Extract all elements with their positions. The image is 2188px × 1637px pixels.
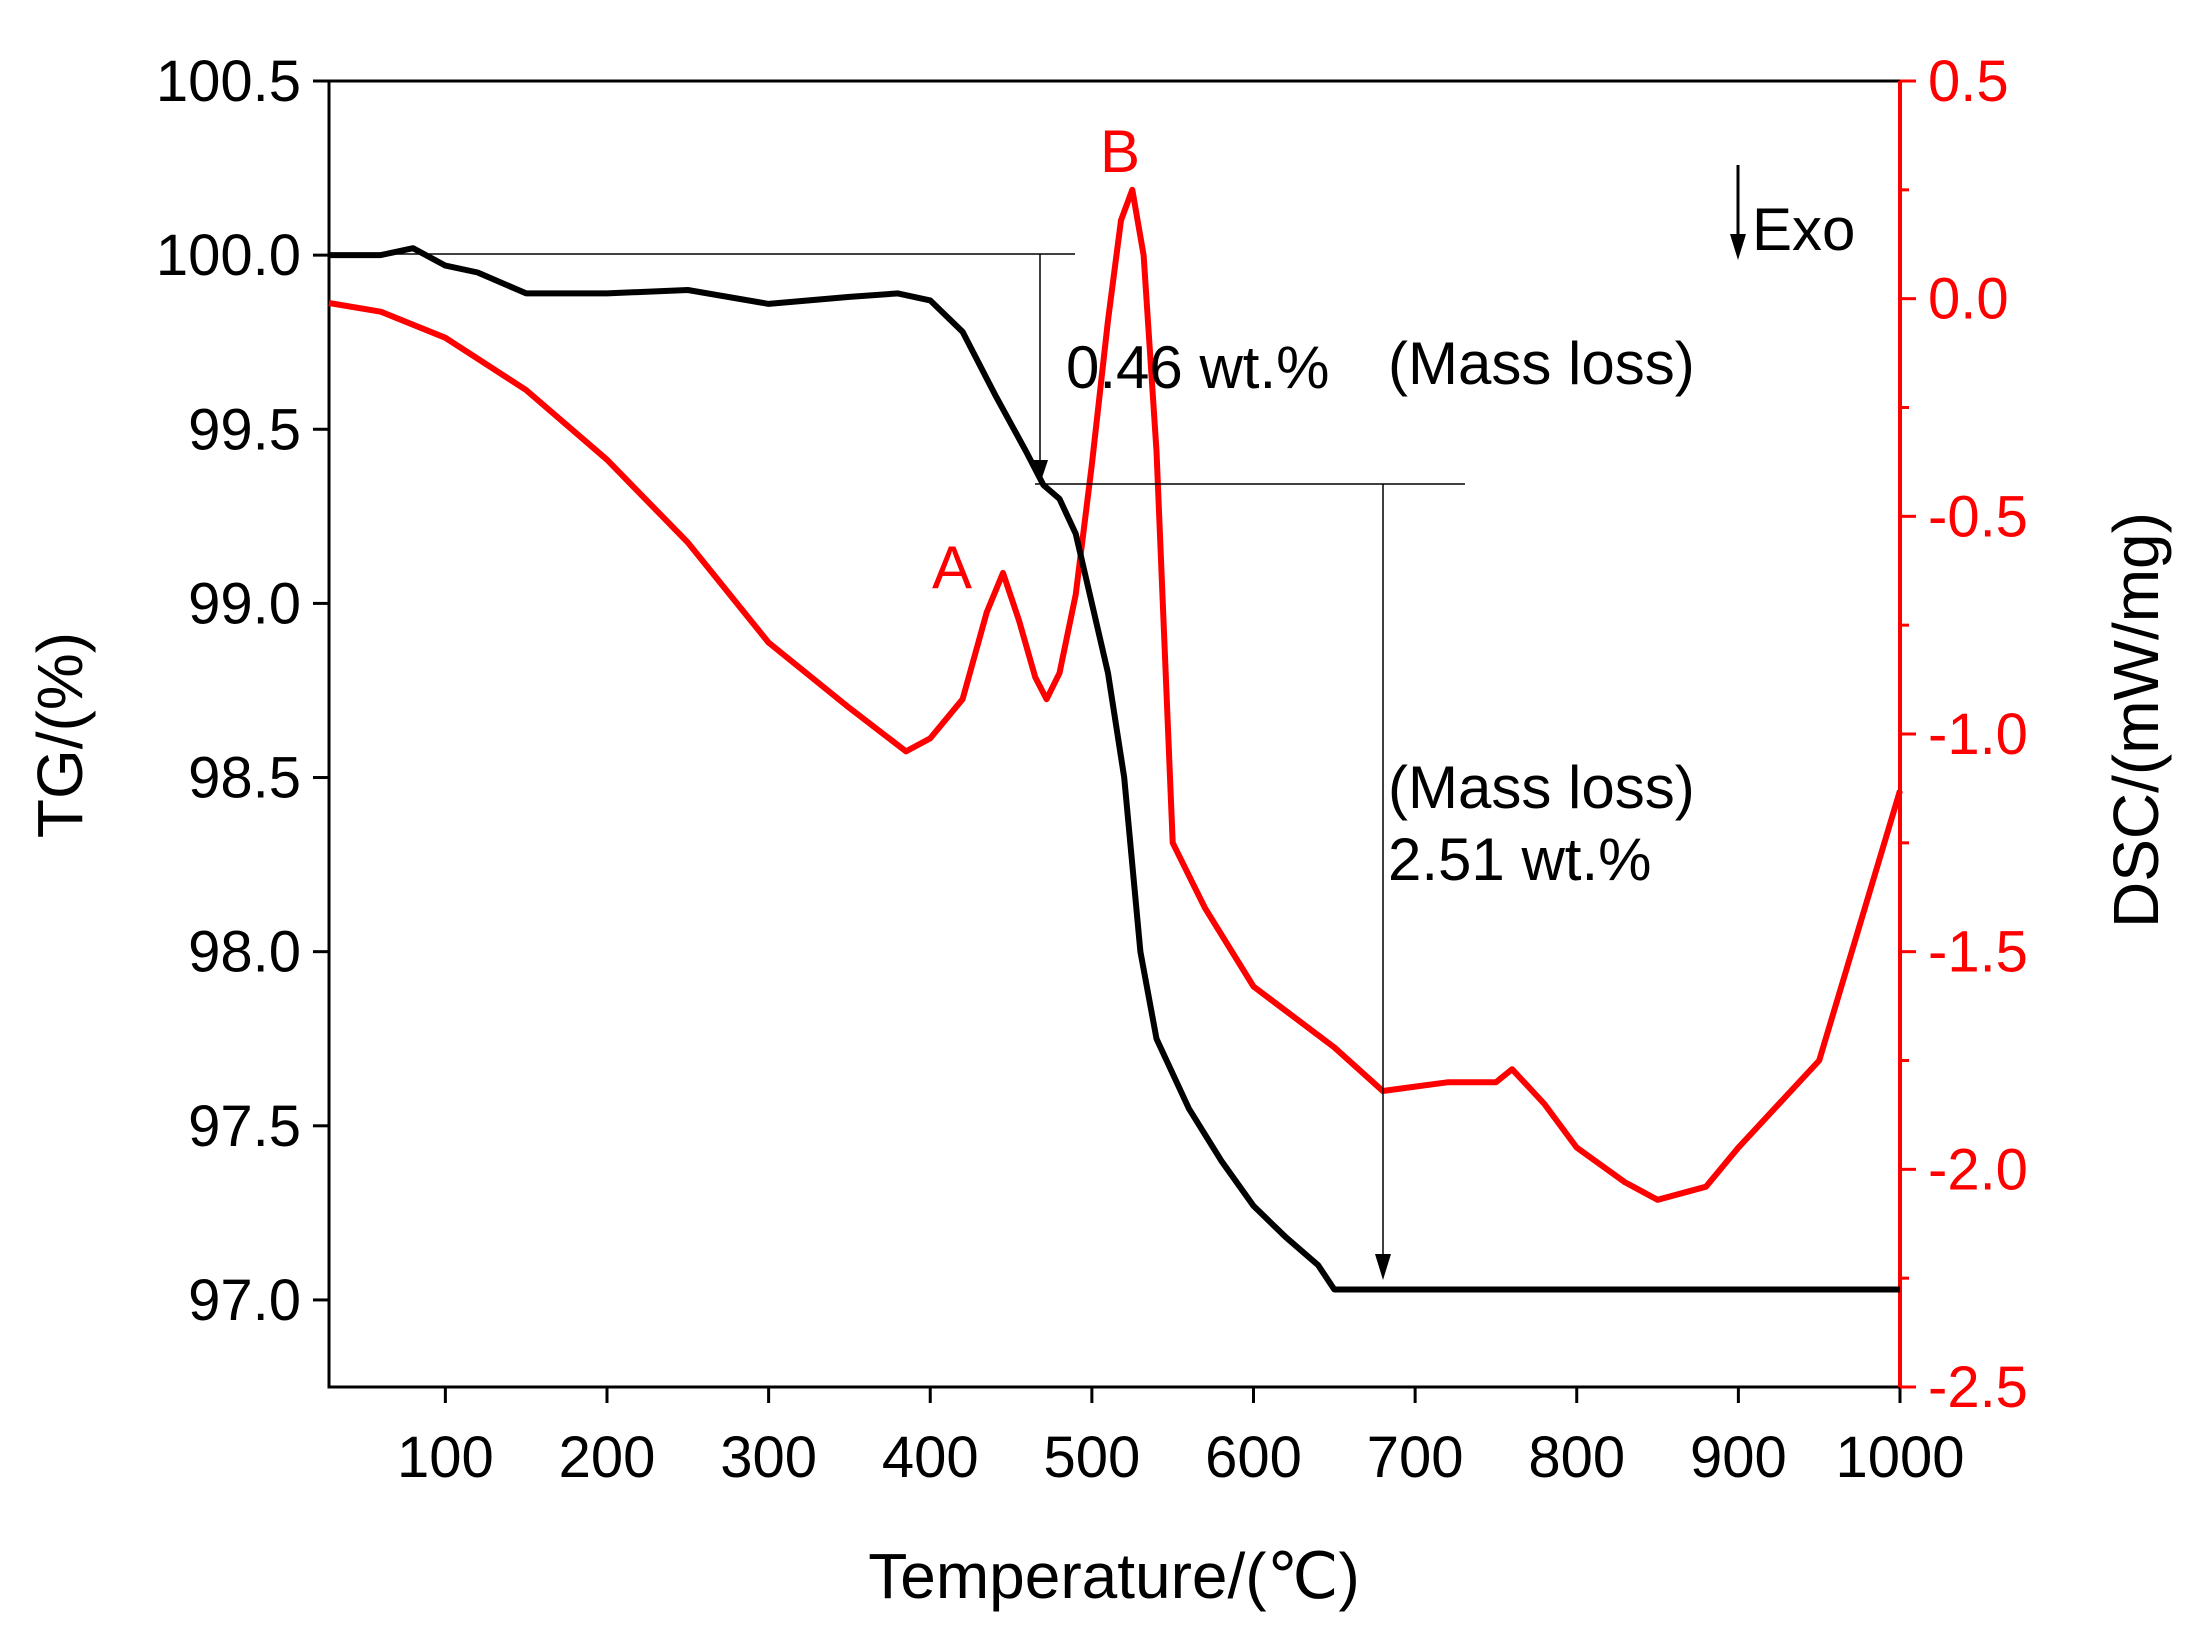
right-tick-label: -0.5 — [1928, 484, 2028, 549]
x-tick-label: 500 — [1043, 1425, 1140, 1490]
x-tick-label: 600 — [1205, 1425, 1302, 1490]
loss2-arrow-icon — [1375, 1254, 1391, 1280]
x-tick-label: 300 — [720, 1425, 817, 1490]
left-tick-label: 99.0 — [188, 571, 301, 636]
left-axis-ticks: 97.0 97.5 98.0 98.5 99.0 99.5 100.0 100.5 — [156, 49, 329, 1333]
right-axis-title: DSC/(mW/mg) — [2100, 512, 2172, 928]
tg-series-line — [329, 245, 1900, 1293]
peak-a-label: A — [932, 534, 972, 601]
loss2-value: 2.51 wt.% — [1388, 826, 1651, 893]
x-axis-title: Temperature/(℃) — [868, 1540, 1360, 1612]
loss1-value: 0.46 wt.% — [1066, 334, 1329, 401]
right-tick-label: -2.5 — [1928, 1355, 2028, 1420]
x-tick-label: 100 — [397, 1425, 494, 1490]
loss1-arrow-icon — [1032, 460, 1048, 484]
left-tick-label: 97.0 — [188, 1268, 301, 1333]
right-axis-ticks: -2.5 -2.0 -1.5 -1.0 -0.5 0.0 0.5 — [1900, 49, 2028, 1420]
right-tick-label: -2.0 — [1928, 1137, 2028, 1202]
right-tick-label: -1.0 — [1928, 702, 2028, 767]
x-tick-label: 700 — [1367, 1425, 1464, 1490]
loss2-label: (Mass loss) — [1388, 754, 1695, 821]
x-tick-label: 1000 — [1835, 1425, 1964, 1490]
left-tick-label: 97.5 — [188, 1094, 301, 1159]
loss1-label: (Mass loss) — [1388, 330, 1695, 397]
right-tick-label: -1.5 — [1928, 920, 2028, 985]
left-axis-title: TG/(%) — [24, 632, 96, 838]
left-tick-label: 99.5 — [188, 397, 301, 462]
x-tick-label: 400 — [882, 1425, 979, 1490]
x-tick-label: 800 — [1528, 1425, 1625, 1490]
left-tick-label: 100.5 — [156, 49, 301, 114]
left-tick-label: 98.0 — [188, 920, 301, 985]
left-tick-label: 100.0 — [156, 223, 301, 288]
exo-label: Exo — [1752, 196, 1855, 263]
left-tick-label: 98.5 — [188, 746, 301, 811]
dsc-series-line — [328, 186, 1903, 1203]
peak-b-label: B — [1100, 118, 1140, 185]
exo-arrow-icon — [1730, 234, 1746, 260]
x-tick-label: 900 — [1690, 1425, 1787, 1490]
right-tick-label: 0.5 — [1928, 49, 2009, 114]
x-tick-label: 200 — [559, 1425, 656, 1490]
x-axis-ticks: 100 200 300 400 500 600 700 800 900 1000 — [397, 1387, 1965, 1490]
right-tick-label: 0.0 — [1928, 267, 2009, 332]
